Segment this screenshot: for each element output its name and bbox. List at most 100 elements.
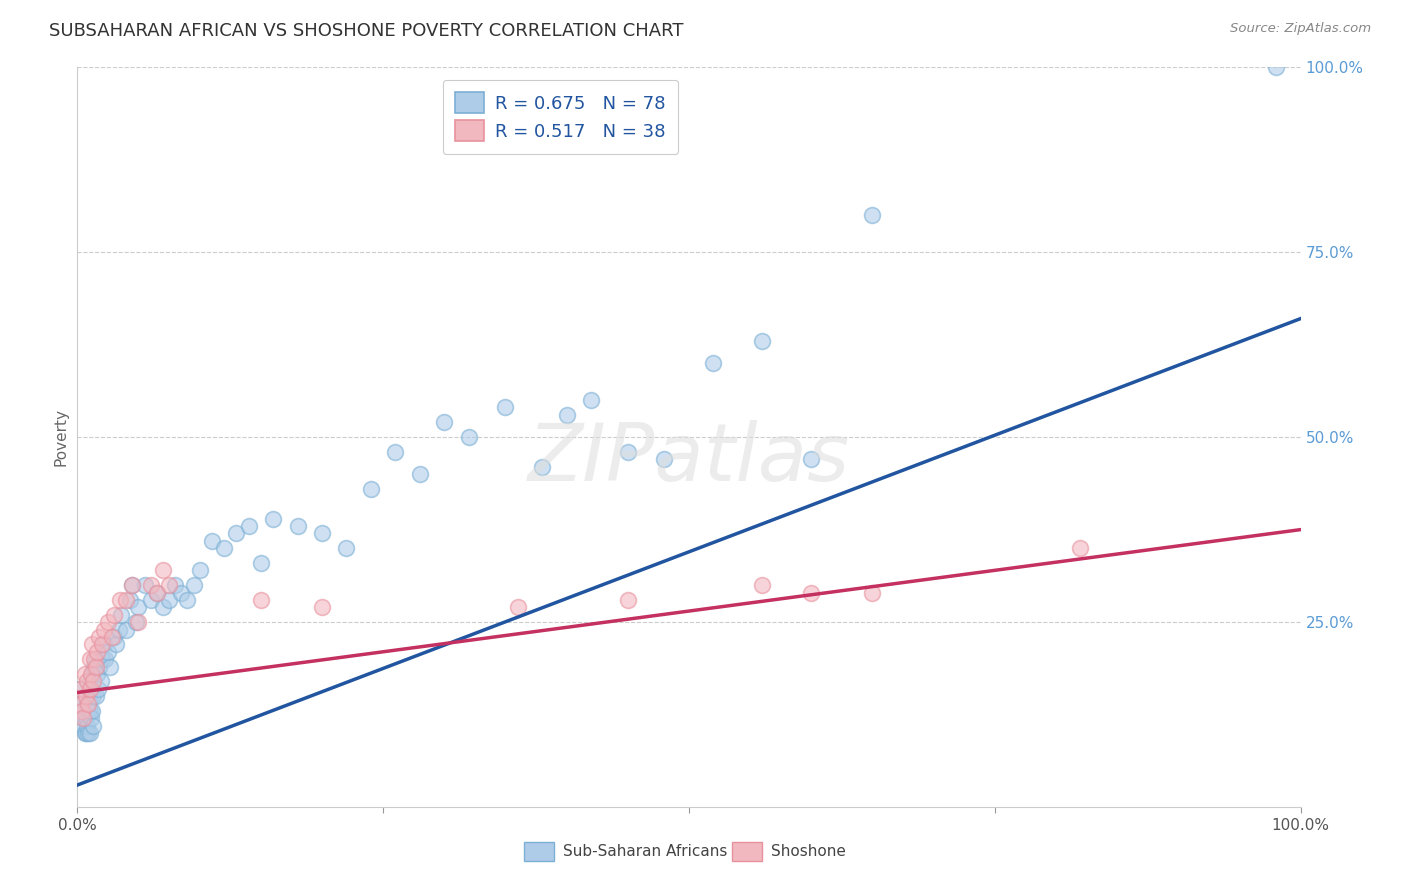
Point bbox=[311, 526, 333, 541]
Point bbox=[654, 452, 676, 467]
Point bbox=[84, 659, 107, 673]
Point bbox=[384, 445, 406, 459]
Point bbox=[579, 392, 602, 407]
Point bbox=[188, 563, 211, 577]
Point bbox=[86, 667, 108, 681]
Point bbox=[70, 704, 93, 718]
Point bbox=[70, 697, 93, 711]
Point bbox=[751, 578, 773, 592]
Point bbox=[115, 623, 138, 637]
Point bbox=[105, 637, 128, 651]
Point bbox=[183, 578, 205, 592]
Point bbox=[82, 689, 104, 703]
Point bbox=[146, 585, 169, 599]
Point bbox=[862, 208, 884, 222]
Point bbox=[238, 519, 260, 533]
Text: Source: ZipAtlas.com: Source: ZipAtlas.com bbox=[1230, 22, 1371, 36]
Point bbox=[90, 674, 112, 689]
Point bbox=[176, 593, 198, 607]
Point bbox=[76, 674, 98, 689]
Point bbox=[90, 637, 112, 651]
Point bbox=[86, 645, 108, 659]
Point bbox=[108, 623, 131, 637]
Point bbox=[79, 681, 101, 696]
Point bbox=[157, 578, 180, 592]
Point bbox=[80, 711, 103, 725]
Point bbox=[531, 459, 554, 474]
Point bbox=[152, 563, 174, 577]
Point bbox=[127, 600, 149, 615]
Point bbox=[75, 711, 97, 725]
Point bbox=[84, 689, 107, 703]
Point bbox=[97, 615, 120, 630]
Point bbox=[79, 674, 101, 689]
Point bbox=[73, 667, 96, 681]
Point bbox=[79, 689, 101, 703]
Point bbox=[79, 652, 101, 666]
Point bbox=[84, 652, 107, 666]
Point bbox=[506, 600, 529, 615]
Point bbox=[139, 593, 162, 607]
Point bbox=[118, 593, 141, 607]
Point bbox=[80, 667, 103, 681]
Point bbox=[70, 697, 93, 711]
Point bbox=[495, 401, 517, 415]
Point bbox=[83, 652, 105, 666]
Point bbox=[157, 593, 180, 607]
Point bbox=[110, 607, 132, 622]
Point bbox=[80, 681, 103, 696]
Point bbox=[98, 659, 121, 673]
Point bbox=[125, 615, 148, 630]
Point bbox=[75, 726, 97, 740]
Point bbox=[69, 681, 91, 696]
Point bbox=[751, 334, 773, 348]
Bar bbox=[524, 842, 554, 861]
Point bbox=[76, 697, 98, 711]
Point bbox=[89, 659, 111, 673]
Point bbox=[82, 719, 104, 733]
Point bbox=[70, 704, 93, 718]
Point bbox=[108, 593, 131, 607]
Point bbox=[80, 637, 103, 651]
Point bbox=[335, 541, 357, 555]
Text: ZIPatlas: ZIPatlas bbox=[527, 420, 851, 499]
Point bbox=[212, 541, 235, 555]
Point bbox=[617, 445, 640, 459]
Point bbox=[77, 726, 100, 740]
Point bbox=[87, 681, 110, 696]
Point bbox=[800, 585, 823, 599]
Point bbox=[93, 623, 115, 637]
Point bbox=[79, 726, 101, 740]
Point bbox=[80, 704, 103, 718]
Point bbox=[617, 593, 640, 607]
Point bbox=[76, 719, 98, 733]
Point bbox=[69, 681, 91, 696]
Point bbox=[72, 711, 94, 725]
Point bbox=[225, 526, 247, 541]
Point bbox=[93, 637, 115, 651]
Point bbox=[79, 704, 101, 718]
Point bbox=[201, 533, 224, 548]
Y-axis label: Poverty: Poverty bbox=[53, 408, 69, 467]
Point bbox=[139, 578, 162, 592]
Point bbox=[433, 415, 456, 429]
Point bbox=[80, 667, 103, 681]
Text: SUBSAHARAN AFRICAN VS SHOSHONE POVERTY CORRELATION CHART: SUBSAHARAN AFRICAN VS SHOSHONE POVERTY C… bbox=[49, 22, 683, 40]
Point bbox=[555, 408, 578, 422]
Point bbox=[702, 356, 724, 370]
Point bbox=[73, 726, 96, 740]
Point bbox=[250, 593, 273, 607]
Point bbox=[72, 719, 94, 733]
Text: Shoshone: Shoshone bbox=[770, 844, 846, 859]
Point bbox=[115, 593, 138, 607]
Point bbox=[121, 578, 143, 592]
Text: Sub-Saharan Africans: Sub-Saharan Africans bbox=[562, 844, 727, 859]
Point bbox=[97, 645, 120, 659]
Point bbox=[103, 630, 125, 644]
Point bbox=[75, 689, 97, 703]
Point bbox=[1069, 541, 1091, 555]
Point bbox=[1265, 60, 1288, 74]
Point bbox=[77, 697, 100, 711]
Point bbox=[121, 578, 143, 592]
Point bbox=[360, 482, 382, 496]
